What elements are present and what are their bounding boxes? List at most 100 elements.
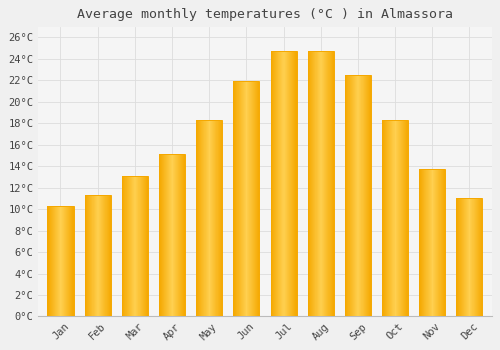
Bar [92,195,93,316]
Bar [368,75,369,316]
Bar [465,198,466,316]
Bar [93,195,94,316]
Bar [208,120,209,316]
Bar [239,82,240,316]
Bar [140,176,141,316]
Bar [162,154,163,316]
Bar [86,195,88,316]
Bar [324,51,325,316]
Bar [94,195,95,316]
Bar [403,120,404,316]
Bar [290,51,291,316]
Bar [284,51,285,316]
Bar [425,169,426,316]
Bar [317,51,318,316]
Bar [73,206,74,316]
Bar [124,176,125,316]
Bar [257,82,258,316]
Bar [72,206,73,316]
Bar [160,154,161,316]
Bar [99,195,100,316]
Bar [276,51,277,316]
Bar [347,75,348,316]
Bar [436,169,437,316]
Bar [63,206,64,316]
Bar [169,154,170,316]
Bar [167,154,168,316]
Bar [57,206,58,316]
Bar [310,51,311,316]
Bar [320,51,321,316]
Bar [395,120,396,316]
Bar [319,51,320,316]
Bar [88,195,89,316]
Bar [176,154,177,316]
Bar [95,195,96,316]
Bar [273,51,274,316]
Bar [209,120,210,316]
Bar [182,154,183,316]
Bar [473,198,474,316]
Bar [370,75,371,316]
Bar [360,75,361,316]
Title: Average monthly temperatures (°C ) in Almassora: Average monthly temperatures (°C ) in Al… [77,8,453,21]
Bar [96,195,97,316]
Bar [366,75,367,316]
Bar [61,206,62,316]
Bar [202,120,203,316]
Bar [53,206,54,316]
Bar [107,195,108,316]
Bar [434,169,435,316]
Bar [429,169,430,316]
Bar [365,75,366,316]
Bar [441,169,442,316]
Bar [433,169,434,316]
Bar [294,51,295,316]
Bar [313,51,314,316]
Bar [383,120,384,316]
Bar [318,51,319,316]
Bar [215,120,216,316]
Bar [456,198,482,316]
Bar [199,120,200,316]
Bar [69,206,70,316]
Bar [245,82,246,316]
Bar [283,51,284,316]
Bar [474,198,475,316]
Bar [141,176,142,316]
Bar [128,176,129,316]
Bar [475,198,476,316]
Bar [442,169,443,316]
Bar [122,176,148,316]
Bar [56,206,57,316]
Bar [322,51,323,316]
Bar [52,206,53,316]
Bar [181,154,182,316]
Bar [217,120,218,316]
Bar [147,176,148,316]
Bar [391,120,392,316]
Bar [476,198,477,316]
Bar [382,120,408,316]
Bar [427,169,428,316]
Bar [168,154,169,316]
Bar [315,51,316,316]
Bar [216,120,217,316]
Bar [126,176,127,316]
Bar [142,176,143,316]
Bar [237,82,238,316]
Bar [130,176,131,316]
Bar [212,120,213,316]
Bar [385,120,386,316]
Bar [387,120,388,316]
Bar [308,51,334,316]
Bar [328,51,329,316]
Bar [397,120,398,316]
Bar [163,154,164,316]
Bar [274,51,275,316]
Bar [359,75,360,316]
Bar [109,195,110,316]
Bar [64,206,65,316]
Bar [159,154,185,316]
Bar [272,51,273,316]
